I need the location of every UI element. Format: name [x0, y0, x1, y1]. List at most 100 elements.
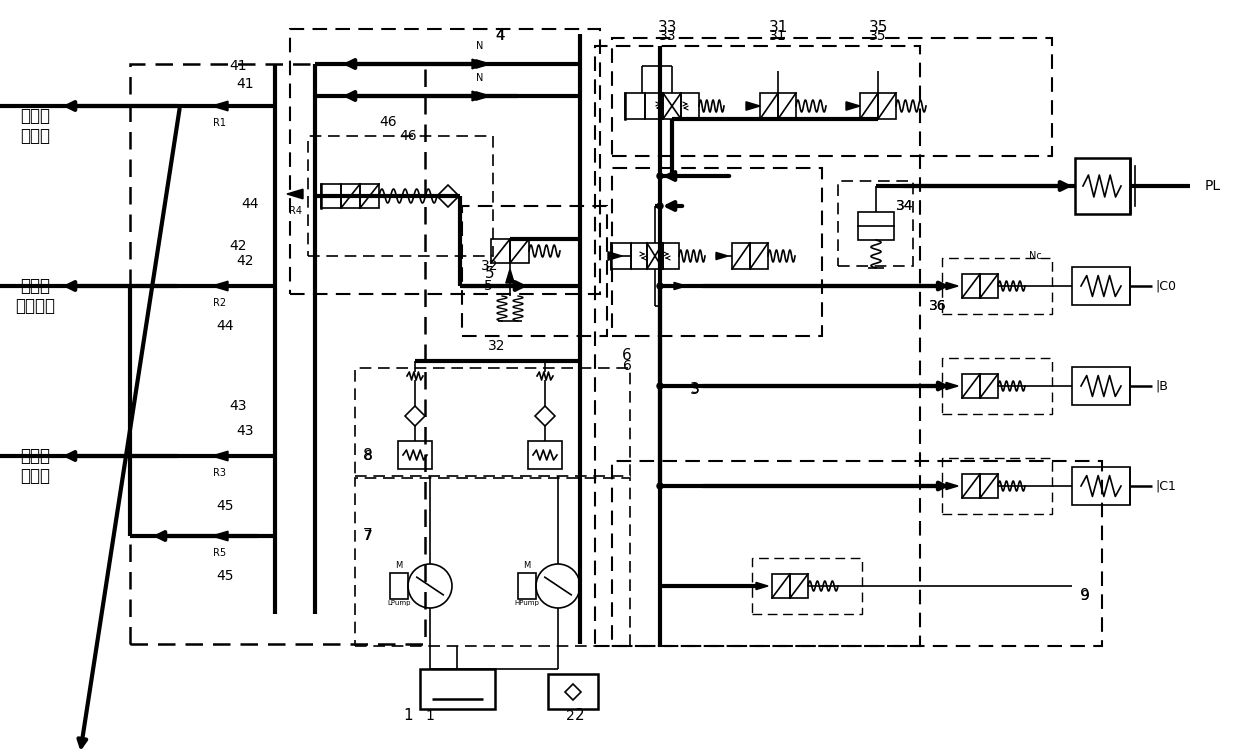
Bar	[391, 573, 408, 599]
Text: 34: 34	[897, 199, 914, 213]
Text: 43: 43	[237, 424, 254, 438]
Text: 9: 9	[1080, 589, 1090, 603]
Text: 7: 7	[363, 529, 372, 543]
Text: 42: 42	[229, 239, 247, 253]
Polygon shape	[286, 189, 303, 199]
Text: 46: 46	[379, 115, 397, 129]
Text: M: M	[396, 561, 403, 570]
Text: 轴齿冷: 轴齿冷	[20, 107, 50, 125]
Text: N: N	[476, 73, 484, 83]
Polygon shape	[608, 252, 622, 260]
Bar	[308, 136, 494, 256]
Bar	[681, 93, 699, 119]
Text: R5: R5	[213, 548, 227, 558]
Bar	[1075, 158, 1130, 214]
Bar	[398, 441, 432, 469]
Text: R3: R3	[213, 468, 227, 478]
Bar	[463, 206, 608, 336]
Text: LPump: LPump	[387, 600, 410, 606]
Text: 2: 2	[575, 709, 585, 724]
Circle shape	[657, 203, 663, 209]
Bar	[613, 38, 1052, 156]
Polygon shape	[476, 92, 490, 100]
Text: 却油路: 却油路	[20, 127, 50, 145]
Bar	[777, 93, 796, 119]
Text: 43: 43	[229, 399, 247, 413]
Text: 45: 45	[216, 499, 234, 513]
Circle shape	[657, 383, 663, 389]
Text: 8: 8	[363, 449, 372, 463]
Bar	[647, 243, 663, 269]
Bar	[858, 212, 894, 240]
Bar	[942, 458, 1052, 514]
Circle shape	[657, 283, 663, 289]
Text: 42: 42	[237, 254, 254, 268]
Bar	[1073, 267, 1130, 305]
Bar	[751, 558, 862, 614]
Text: 31: 31	[769, 20, 787, 35]
Bar	[360, 184, 379, 208]
Bar	[663, 93, 681, 119]
Bar	[528, 441, 562, 469]
Bar	[290, 29, 600, 294]
Text: 44: 44	[216, 319, 234, 333]
Text: 4: 4	[496, 29, 505, 43]
Circle shape	[657, 483, 663, 489]
Text: 33: 33	[660, 29, 677, 43]
Bar	[613, 168, 822, 336]
Text: |C1: |C1	[1154, 480, 1176, 492]
Polygon shape	[212, 281, 228, 291]
Bar	[861, 93, 878, 119]
Text: 41: 41	[229, 59, 247, 73]
Text: PL: PL	[1205, 179, 1221, 193]
Text: 36: 36	[929, 299, 947, 313]
Bar	[625, 93, 645, 119]
Bar	[130, 64, 425, 644]
Polygon shape	[212, 451, 228, 461]
Text: |C0: |C0	[1154, 280, 1176, 293]
Text: 冷却油路: 冷却油路	[15, 297, 55, 315]
Text: Nc: Nc	[1029, 251, 1042, 261]
Polygon shape	[746, 102, 760, 110]
Bar	[518, 573, 536, 599]
Text: 离合器: 离合器	[20, 277, 50, 295]
Text: 5: 5	[484, 279, 492, 293]
Bar	[355, 368, 630, 476]
Text: |B: |B	[1154, 379, 1168, 393]
Bar	[510, 239, 529, 263]
Text: 31: 31	[769, 29, 787, 43]
Bar	[732, 243, 750, 269]
Polygon shape	[846, 102, 861, 110]
Bar	[355, 478, 630, 646]
Bar	[645, 93, 663, 119]
Text: 5: 5	[485, 266, 495, 281]
Text: 6: 6	[622, 348, 632, 363]
Bar	[962, 274, 980, 298]
Text: 1: 1	[403, 709, 413, 724]
Bar	[750, 243, 768, 269]
Text: 41: 41	[236, 77, 254, 91]
Text: R2: R2	[213, 298, 227, 308]
Text: M: M	[523, 561, 531, 570]
Polygon shape	[946, 382, 959, 390]
Text: 44: 44	[242, 197, 259, 211]
Text: HPump: HPump	[515, 600, 539, 606]
Polygon shape	[212, 532, 228, 541]
Bar	[980, 274, 998, 298]
Bar	[942, 358, 1052, 414]
Bar	[613, 461, 1102, 646]
Text: 2: 2	[565, 709, 574, 723]
Text: 33: 33	[658, 20, 678, 35]
Bar	[760, 93, 777, 119]
Bar	[631, 243, 647, 269]
Circle shape	[657, 173, 663, 179]
Bar	[773, 574, 790, 598]
Polygon shape	[675, 283, 686, 290]
Polygon shape	[506, 269, 515, 283]
Text: 7: 7	[363, 529, 373, 544]
Text: 36: 36	[929, 299, 947, 313]
Text: 1: 1	[425, 709, 434, 723]
Polygon shape	[946, 283, 959, 290]
Bar	[663, 243, 680, 269]
Text: R4: R4	[289, 206, 301, 216]
